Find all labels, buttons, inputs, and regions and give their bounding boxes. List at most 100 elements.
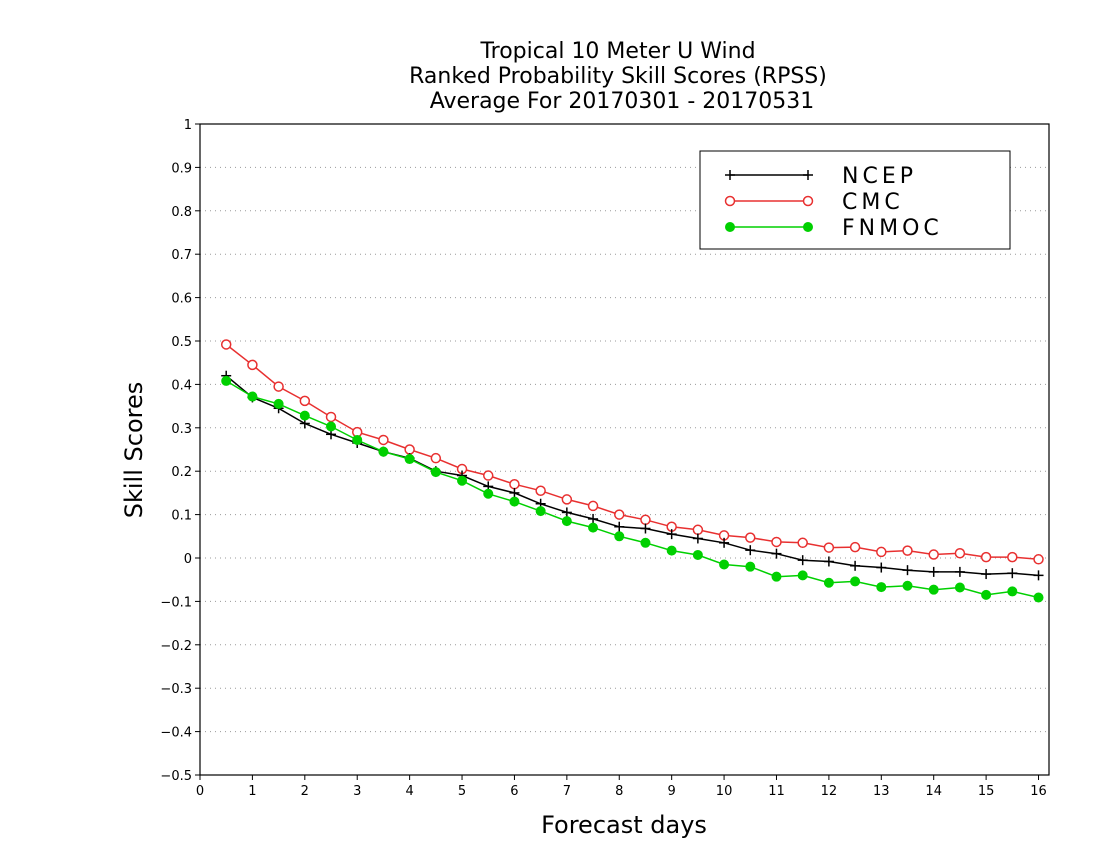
- ncep-point: [771, 548, 782, 559]
- x-tick-label: 12: [821, 784, 838, 799]
- y-tick-label: 0.9: [171, 161, 192, 176]
- cmc-point: [220, 339, 232, 350]
- ncep-point: [692, 533, 703, 544]
- legend-label-fnmoc: FNMOC: [842, 216, 943, 241]
- x-tick-label: 14: [925, 784, 942, 799]
- x-tick-label: 9: [668, 784, 676, 799]
- cmc-point: [954, 547, 966, 559]
- fnmoc-point: [902, 580, 913, 591]
- ncep-point: [719, 537, 730, 548]
- fnmoc-point: [666, 545, 677, 556]
- fnmoc-point: [745, 561, 756, 572]
- cmc-point: [724, 195, 736, 207]
- fnmoc-line: [225, 380, 1039, 599]
- fnmoc-point: [561, 516, 572, 527]
- x-axis-label: Forecast days: [541, 811, 707, 839]
- legend-label-cmc: CMC: [842, 190, 904, 215]
- fnmoc-point: [326, 421, 337, 432]
- y-tick-label: 0.2: [171, 465, 192, 480]
- cmc-series: [220, 339, 1044, 565]
- cmc-point: [247, 359, 258, 371]
- ncep-point: [745, 545, 756, 556]
- chart-title: Tropical 10 Meter U Wind Ranked Probabil…: [409, 39, 827, 114]
- y-axis-label: Skill Scores: [120, 382, 148, 519]
- fnmoc-point: [614, 531, 625, 542]
- cmc-point: [430, 452, 442, 464]
- y-tick-label: 1: [184, 118, 192, 133]
- x-tick-label: 10: [716, 784, 733, 799]
- cmc-point: [802, 195, 814, 207]
- y-tick-label: 0.4: [171, 378, 192, 393]
- cmc-point: [561, 494, 573, 505]
- ncep-point: [1033, 570, 1044, 581]
- fnmoc-point: [797, 570, 808, 581]
- ncep-point: [509, 487, 520, 498]
- cmc-point: [849, 541, 861, 553]
- fnmoc-point: [719, 559, 730, 570]
- ncep-point: [588, 513, 599, 524]
- legend-entry-cmc: CMC: [724, 190, 904, 215]
- ncep-point: [803, 170, 813, 180]
- ncep-point: [640, 523, 651, 534]
- fnmoc-point: [725, 222, 735, 232]
- cmc-point: [535, 485, 546, 496]
- legend-box: [699, 150, 1011, 250]
- fnmoc-point: [535, 506, 546, 517]
- cmc-point: [980, 551, 992, 563]
- x-tick-label: 11: [768, 784, 785, 799]
- cmc-point: [823, 542, 835, 553]
- fnmoc-point: [404, 454, 415, 465]
- cmc-point: [640, 514, 651, 526]
- cmc-point: [273, 381, 284, 392]
- title-line-2: Ranked Probability Skill Scores (RPSS): [409, 64, 827, 89]
- fnmoc-point: [823, 577, 834, 588]
- y-tick-label: −0.4: [160, 726, 192, 741]
- fnmoc-point: [928, 584, 939, 595]
- ncep-point: [561, 507, 572, 518]
- cmc-point: [902, 545, 913, 556]
- fnmoc-point: [509, 496, 520, 507]
- fnmoc-point: [483, 488, 494, 499]
- x-tick-label: 5: [458, 784, 466, 799]
- fnmoc-series: [221, 375, 1044, 603]
- cmc-point: [509, 478, 520, 490]
- x-tick-label: 8: [615, 784, 623, 799]
- x-tick-label: 3: [353, 784, 361, 799]
- axes: −0.5 −0.4 −0.3 −0.2 −0.1 0 0.1 0.2 0.3 0.4 0.5 0.6 0…: [160, 118, 1050, 799]
- fnmoc-point: [1007, 586, 1018, 597]
- cmc-point: [797, 537, 808, 549]
- cmc-point: [876, 546, 887, 558]
- y-tick-label: −0.1: [160, 595, 192, 610]
- fnmoc-point: [457, 475, 468, 486]
- cmc-point: [614, 509, 625, 520]
- y-tick-label: 0.3: [171, 422, 192, 437]
- ncep-point: [666, 529, 677, 540]
- legend-label-ncep: NCEP: [842, 164, 917, 189]
- title-line-1: Tropical 10 Meter U Wind: [479, 39, 755, 64]
- cmc-point: [745, 532, 756, 543]
- y-tick-label: 0.8: [171, 205, 192, 220]
- fnmoc-point: [430, 467, 441, 478]
- y-tick-label: 0.6: [171, 292, 192, 307]
- fnmoc-point: [954, 582, 965, 593]
- series-lines: [220, 339, 1044, 603]
- cmc-point: [928, 549, 939, 560]
- y-tick-label: −0.2: [160, 639, 192, 654]
- cmc-point: [325, 411, 337, 423]
- x-tick-label: 4: [405, 784, 413, 799]
- fnmoc-point: [221, 375, 232, 386]
- fnmoc-point: [981, 589, 992, 600]
- x-tick-label: 15: [978, 784, 995, 799]
- fnmoc-point: [299, 410, 310, 421]
- ncep-point: [850, 560, 861, 571]
- y-tick-label: 0.7: [171, 248, 192, 263]
- cmc-point: [587, 500, 599, 512]
- plot-frame: [199, 123, 1050, 776]
- fnmoc-point: [1033, 592, 1044, 603]
- fnmoc-point: [273, 398, 284, 409]
- ncep-line: [225, 375, 1039, 577]
- ncep-point: [797, 555, 808, 566]
- ncep-point: [614, 521, 625, 532]
